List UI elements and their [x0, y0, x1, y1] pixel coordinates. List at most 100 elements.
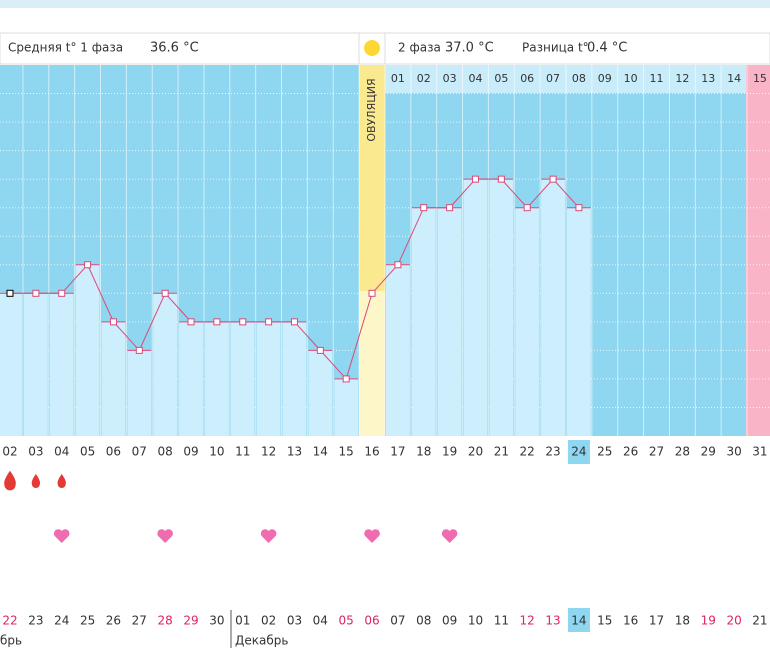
day-label: 18	[416, 445, 431, 459]
temp-point	[32, 289, 40, 297]
date-label: 07	[390, 614, 405, 628]
date-label: 12	[520, 614, 535, 628]
temp-point	[6, 289, 14, 297]
phase2-label: 2 фаза	[398, 41, 441, 55]
temp-bar	[153, 293, 178, 436]
phase2-day: 05	[494, 72, 508, 85]
day-label: 10	[209, 445, 224, 459]
phase2-day: 10	[624, 72, 638, 85]
day-label: 05	[80, 445, 95, 459]
phase2-day: 12	[675, 72, 689, 85]
temp-point	[575, 204, 583, 212]
date-label: 16	[623, 614, 638, 628]
temp-point	[161, 289, 169, 297]
day-label: 12	[261, 445, 276, 459]
temp-point	[497, 175, 505, 183]
temp-bar	[541, 179, 565, 436]
temp-point	[265, 318, 273, 326]
temp-bar	[256, 321, 281, 436]
phase2-day: 15	[753, 72, 767, 85]
date-label: 25	[80, 614, 95, 628]
temp-point	[290, 318, 298, 326]
phase2-day: 13	[701, 72, 715, 85]
phase2-day: 08	[572, 72, 586, 85]
temp-bar	[230, 321, 255, 436]
date-label: 05	[339, 614, 354, 628]
day-label: 22	[520, 445, 535, 459]
temp-point	[213, 318, 221, 326]
drop-icon	[31, 474, 41, 488]
phase2-day: 14	[727, 72, 741, 85]
date-label: 29	[183, 614, 198, 628]
date-label: 30	[209, 614, 224, 628]
today-box	[567, 440, 590, 464]
day-label: 24	[571, 445, 586, 459]
date-label: 17	[649, 614, 664, 628]
temp-point	[446, 204, 454, 212]
date-label: 01	[235, 614, 250, 628]
date-label: 09	[442, 614, 457, 628]
temp-point	[368, 289, 376, 297]
day-label: 06	[106, 445, 121, 459]
ovulation-label: ОВУЛЯЦИЯ	[365, 78, 378, 141]
heart-icon	[157, 529, 173, 543]
heart-icon	[260, 529, 277, 543]
date-label: 14	[571, 614, 586, 628]
temp-bar	[411, 207, 436, 436]
temp-point	[135, 346, 143, 354]
phase2-day: 02	[417, 72, 431, 85]
temp-point	[420, 204, 428, 212]
top-strip	[0, 0, 770, 8]
phase2-day: 03	[443, 72, 457, 85]
phase2-day: 09	[598, 72, 612, 85]
temp-bar	[566, 207, 591, 436]
phase2-value: 37.0 °C	[445, 41, 494, 56]
phase1-value: 36.6 °C	[150, 41, 199, 56]
temp-bar	[385, 264, 410, 436]
temp-bar	[282, 321, 307, 436]
day-label: 07	[132, 445, 147, 459]
ovulation-bar	[359, 291, 385, 436]
date-label: 24	[54, 614, 69, 628]
day-label: 09	[183, 445, 198, 459]
day-label: 28	[675, 445, 690, 459]
phase1-label: Средняя t° 1 фаза	[8, 41, 123, 55]
temp-bar	[101, 321, 126, 436]
temp-bar	[308, 350, 333, 436]
temp-point	[549, 175, 557, 183]
phase2-day: 06	[520, 72, 534, 85]
temp-point	[84, 261, 92, 269]
date-label: 13	[545, 614, 560, 628]
day-label: 14	[313, 445, 328, 459]
day-label: 20	[468, 445, 483, 459]
phase2-day: 04	[468, 72, 482, 85]
date-label: 06	[364, 614, 379, 628]
day-label: 19	[442, 445, 457, 459]
heart-icon	[441, 529, 458, 543]
day-label: 04	[54, 445, 69, 459]
day-label: 03	[28, 445, 43, 459]
date-label: 04	[313, 614, 328, 628]
temp-bar	[0, 293, 22, 436]
temp-bar	[463, 179, 488, 436]
day-label: 29	[701, 445, 716, 459]
temp-bar	[204, 321, 229, 436]
temp-bar	[49, 293, 74, 436]
phase2-day: 01	[391, 72, 405, 85]
date-label: 18	[675, 614, 690, 628]
period-column	[746, 65, 770, 436]
day-label: 27	[649, 445, 664, 459]
day-label: 13	[287, 445, 302, 459]
date-label: 23	[28, 614, 43, 628]
temp-point	[239, 318, 247, 326]
day-label: 17	[390, 445, 405, 459]
day-label: 15	[339, 445, 354, 459]
temp-bar	[127, 350, 152, 436]
temp-point	[58, 289, 66, 297]
day-label: 25	[597, 445, 612, 459]
date-label: 26	[106, 614, 121, 628]
temp-bar	[515, 207, 540, 436]
temp-point	[523, 204, 531, 212]
